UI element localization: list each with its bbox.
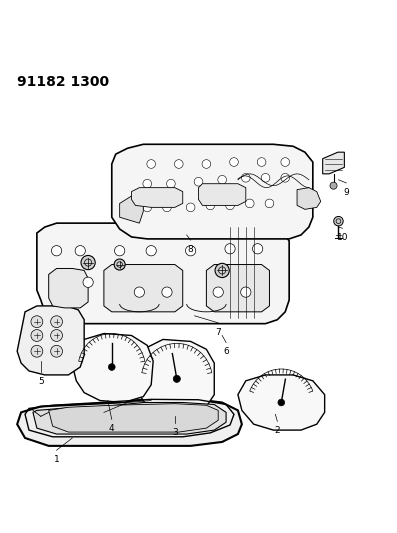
Circle shape xyxy=(143,203,152,212)
Circle shape xyxy=(213,287,224,297)
Polygon shape xyxy=(131,188,183,207)
Circle shape xyxy=(225,244,235,254)
Polygon shape xyxy=(49,403,218,432)
Circle shape xyxy=(134,287,145,297)
Circle shape xyxy=(186,203,195,212)
Circle shape xyxy=(51,345,62,357)
Circle shape xyxy=(265,199,274,208)
Circle shape xyxy=(51,329,62,342)
Text: 3: 3 xyxy=(172,428,178,437)
Polygon shape xyxy=(238,375,325,430)
Circle shape xyxy=(31,345,43,357)
Circle shape xyxy=(31,316,43,328)
Circle shape xyxy=(241,173,250,182)
Text: 10: 10 xyxy=(337,233,348,242)
Circle shape xyxy=(51,316,62,328)
Text: 2: 2 xyxy=(275,426,280,435)
Polygon shape xyxy=(37,223,289,324)
Text: 5: 5 xyxy=(38,377,44,386)
Circle shape xyxy=(194,177,203,186)
Polygon shape xyxy=(33,402,226,434)
Circle shape xyxy=(261,173,270,182)
Circle shape xyxy=(174,160,183,168)
Polygon shape xyxy=(104,264,183,312)
Circle shape xyxy=(83,277,93,287)
Circle shape xyxy=(229,158,238,166)
Circle shape xyxy=(167,180,175,188)
Text: 1: 1 xyxy=(54,455,60,464)
Polygon shape xyxy=(198,184,246,205)
Circle shape xyxy=(31,329,43,342)
Circle shape xyxy=(75,246,85,256)
Circle shape xyxy=(206,201,215,209)
Circle shape xyxy=(257,158,266,166)
Polygon shape xyxy=(135,340,214,414)
Polygon shape xyxy=(323,152,344,174)
Polygon shape xyxy=(206,264,270,312)
Circle shape xyxy=(334,216,343,226)
Circle shape xyxy=(252,244,263,254)
Circle shape xyxy=(143,180,152,188)
Text: 91182 1300: 91182 1300 xyxy=(17,75,109,90)
Circle shape xyxy=(202,160,211,168)
Text: 9: 9 xyxy=(343,188,349,197)
Polygon shape xyxy=(297,188,321,209)
Text: 4: 4 xyxy=(109,424,115,433)
Circle shape xyxy=(163,203,171,212)
Polygon shape xyxy=(49,269,88,308)
Circle shape xyxy=(81,255,95,270)
Circle shape xyxy=(146,246,156,256)
Circle shape xyxy=(226,201,234,209)
Circle shape xyxy=(245,199,254,208)
Circle shape xyxy=(147,160,156,168)
Polygon shape xyxy=(17,399,242,446)
Circle shape xyxy=(108,364,115,370)
Text: 8: 8 xyxy=(188,245,193,254)
Polygon shape xyxy=(112,144,313,239)
Circle shape xyxy=(162,287,172,297)
Polygon shape xyxy=(119,193,143,223)
Polygon shape xyxy=(72,334,153,402)
Polygon shape xyxy=(17,306,84,375)
Circle shape xyxy=(330,182,337,189)
Circle shape xyxy=(185,246,196,256)
Circle shape xyxy=(215,263,229,278)
Circle shape xyxy=(241,287,251,297)
Circle shape xyxy=(52,246,62,256)
Circle shape xyxy=(114,246,125,256)
Circle shape xyxy=(281,173,289,182)
Circle shape xyxy=(281,158,289,166)
Circle shape xyxy=(218,175,227,184)
Circle shape xyxy=(114,259,125,270)
Circle shape xyxy=(278,399,285,406)
Circle shape xyxy=(173,375,180,382)
Text: 6: 6 xyxy=(223,348,229,357)
Text: 7: 7 xyxy=(215,328,221,337)
